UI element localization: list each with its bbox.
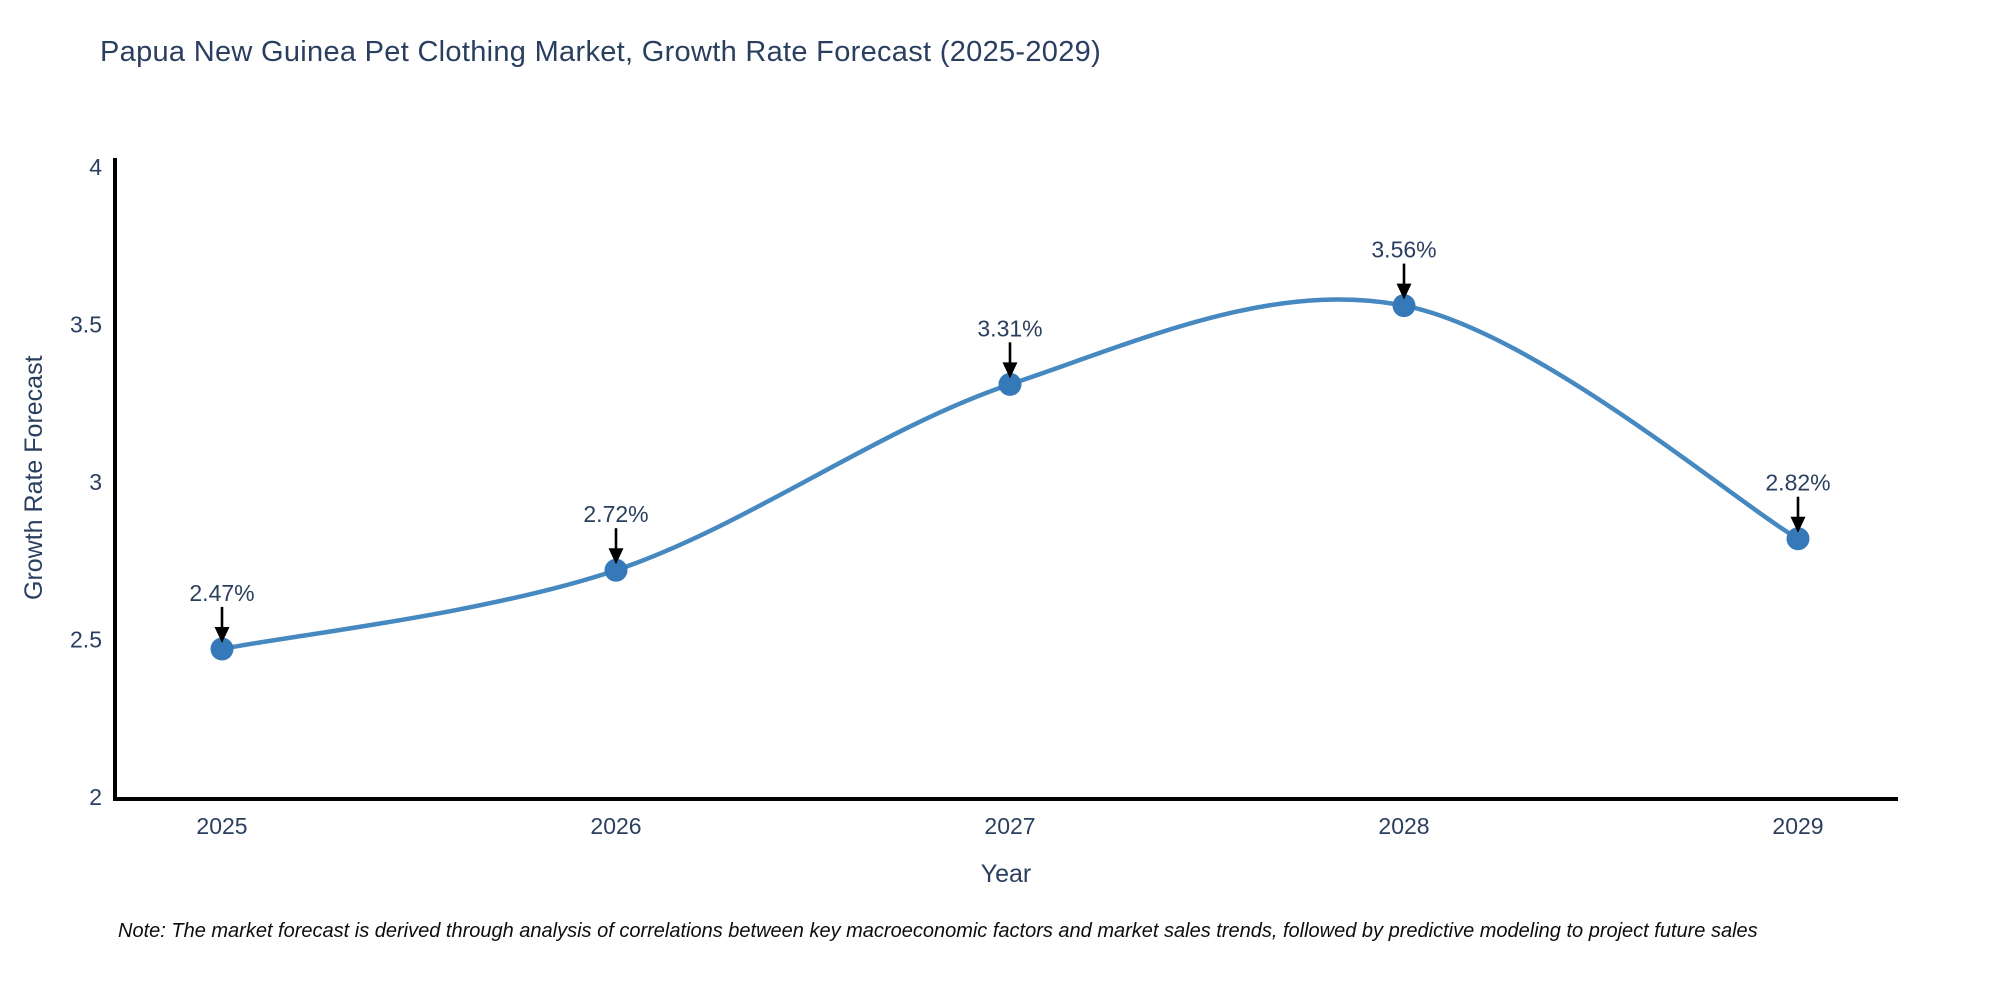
y-tick-label: 2.5 bbox=[70, 627, 102, 653]
annotation-arrow-head bbox=[1396, 283, 1412, 300]
data-point-marker bbox=[604, 558, 628, 582]
x-tick-label: 2027 bbox=[984, 813, 1035, 839]
y-tick-label: 2 bbox=[89, 784, 102, 810]
data-point-marker bbox=[998, 372, 1022, 396]
data-point-label: 2.47% bbox=[189, 580, 254, 606]
x-tick-label: 2028 bbox=[1378, 813, 1429, 839]
x-tick-label: 2026 bbox=[590, 813, 641, 839]
data-point-marker bbox=[210, 637, 234, 661]
x-tick-label: 2025 bbox=[196, 813, 247, 839]
annotation-arrow-head bbox=[1790, 516, 1806, 533]
y-tick-label: 4 bbox=[89, 154, 102, 180]
x-tick-label: 2029 bbox=[1772, 813, 1823, 839]
y-tick-label: 3 bbox=[89, 469, 102, 495]
data-point-label: 2.82% bbox=[1765, 470, 1830, 496]
x-axis-title: Year bbox=[980, 860, 1032, 888]
footnote: Note: The market forecast is derived thr… bbox=[118, 920, 1758, 942]
data-point-label: 2.72% bbox=[583, 501, 648, 527]
y-tick-label: 3.5 bbox=[70, 312, 102, 338]
annotation-arrow-head bbox=[608, 548, 624, 565]
annotation-arrow-head bbox=[1002, 362, 1018, 379]
y-axis-title: Growth Rate Forecast bbox=[20, 355, 48, 600]
annotation-arrow-head bbox=[214, 626, 230, 643]
data-point-label: 3.31% bbox=[977, 315, 1042, 341]
data-point-marker bbox=[1786, 527, 1810, 551]
chart-title: Papua New Guinea Pet Clothing Market, Gr… bbox=[100, 36, 1102, 68]
data-point-label: 3.56% bbox=[1371, 237, 1436, 263]
data-point-marker bbox=[1392, 294, 1416, 318]
